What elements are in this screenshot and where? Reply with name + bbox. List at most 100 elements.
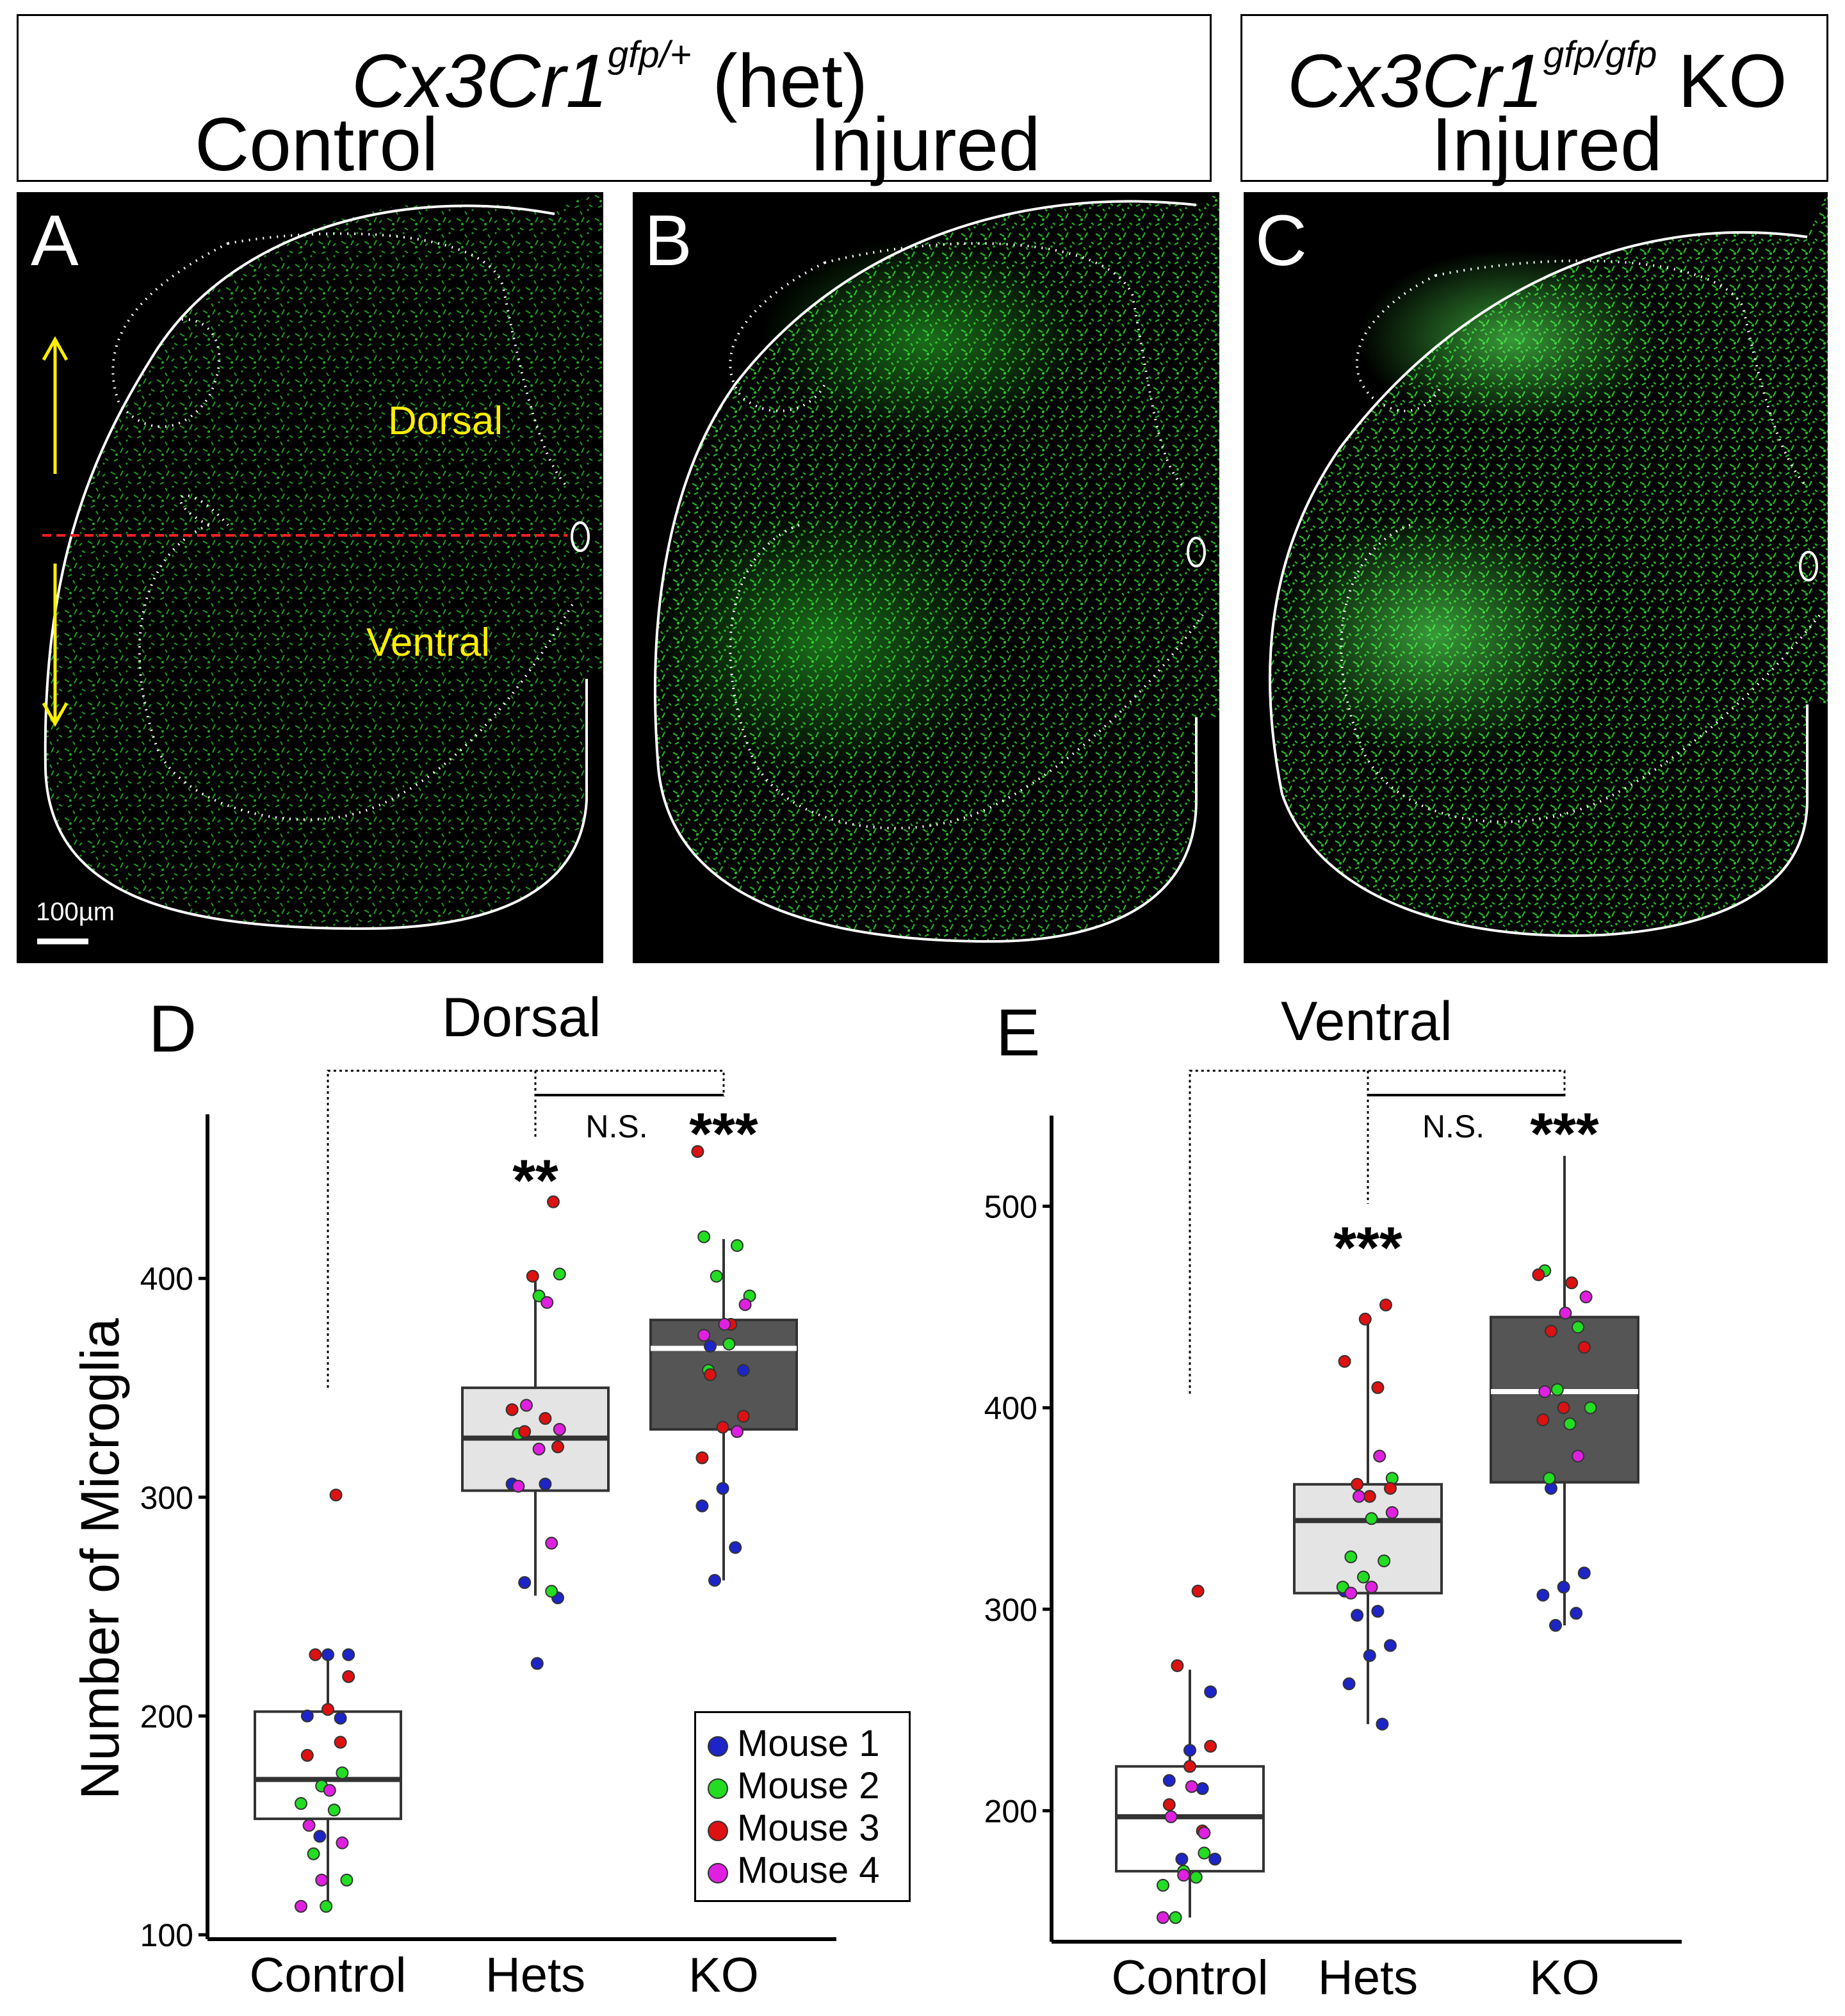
mouse1-dot <box>708 1736 728 1757</box>
data-point-mouse1 <box>1570 1607 1583 1620</box>
data-point-mouse3 <box>1379 1298 1392 1312</box>
hets-significance: *** <box>1333 1215 1402 1281</box>
data-point-mouse1 <box>530 1657 544 1670</box>
legend-label: Mouse 4 <box>737 1849 880 1891</box>
panel-b-label: B <box>644 200 692 280</box>
data-point-mouse3 <box>695 1451 709 1465</box>
chart-e-title: Ventral <box>1281 991 1452 1052</box>
legend-label: Mouse 2 <box>737 1765 880 1807</box>
data-point-mouse2 <box>1198 1846 1211 1860</box>
header-het: Cx3Cr1gfp/+ (het) Control Injured <box>17 14 1212 187</box>
data-point-mouse1 <box>313 1830 327 1843</box>
box <box>1490 1315 1639 1484</box>
data-point-mouse3 <box>334 1736 347 1749</box>
data-point-mouse3 <box>1536 1413 1550 1427</box>
gene-superscript: gfp/gfp <box>1543 34 1657 76</box>
spinal-cord-section-b <box>646 192 1219 943</box>
data-point-mouse3 <box>539 1411 552 1425</box>
data-point-mouse2 <box>1550 1383 1564 1396</box>
ko-significance: *** <box>689 1101 758 1167</box>
condition-control: Control <box>195 102 439 187</box>
data-point-mouse2 <box>553 1267 566 1281</box>
data-point-mouse2 <box>1157 1878 1169 1892</box>
data-point-mouse1 <box>1384 1639 1397 1652</box>
data-point-mouse3 <box>526 1269 539 1283</box>
data-point-mouse4 <box>1344 1586 1358 1600</box>
data-point-mouse1 <box>300 1709 314 1723</box>
data-point-mouse4 <box>1164 1810 1178 1823</box>
data-point-mouse3 <box>342 1670 355 1684</box>
panel-a: A Dorsal Ventral 100µm <box>17 192 603 963</box>
data-point-mouse4 <box>532 1442 546 1456</box>
data-point-mouse4 <box>1185 1780 1198 1793</box>
data-point-mouse3 <box>1532 1268 1545 1281</box>
dorsal-arrow <box>42 336 69 474</box>
data-point-mouse4 <box>520 1399 533 1412</box>
data-point-mouse3 <box>716 1420 729 1434</box>
data-point-mouse1 <box>729 1541 742 1554</box>
data-point-mouse4 <box>1579 1290 1593 1304</box>
data-point-mouse4 <box>1385 1506 1399 1519</box>
y-tick-label: 400 <box>984 1390 1037 1426</box>
data-point-mouse2 <box>710 1269 723 1283</box>
legend: Mouse 1 Mouse 2 Mouse 3 Mouse 4 <box>694 1711 911 1902</box>
data-point-mouse4 <box>1198 1826 1211 1840</box>
data-point-mouse1 <box>342 1648 355 1661</box>
ventral-horn-outline <box>138 494 575 821</box>
chart-d-letter: D <box>149 992 197 1066</box>
data-point-mouse3 <box>321 1703 334 1716</box>
central-canal <box>1187 537 1206 567</box>
data-point-mouse2 <box>731 1239 744 1252</box>
x-tick-label: KO <box>1529 1951 1600 2005</box>
y-tick-label: 100 <box>140 1917 193 1953</box>
data-point-mouse1 <box>1204 1685 1217 1698</box>
data-point-mouse2 <box>1357 1570 1370 1584</box>
header-het-title: Cx3Cr1gfp/+ (het) <box>352 34 868 120</box>
data-point-mouse1 <box>334 1711 347 1725</box>
data-point-mouse2 <box>1169 1911 1182 1924</box>
data-point-mouse1 <box>539 1477 552 1491</box>
data-point-mouse1 <box>1342 1677 1356 1691</box>
gene-name: Cx3Cr1 <box>352 39 608 124</box>
data-point-mouse3 <box>1557 1401 1570 1415</box>
data-point-mouse3 <box>1371 1381 1385 1394</box>
data-point-mouse2 <box>327 1803 341 1817</box>
genotype: (het) <box>712 39 868 124</box>
data-point-mouse2 <box>307 1847 320 1860</box>
data-point-mouse3 <box>300 1749 314 1762</box>
chart-ventral: 200 300 400 500 Control Hets KO N.S. *** *** <box>984 1069 1682 2005</box>
data-point-mouse1 <box>704 1340 717 1353</box>
hets-significance: ** <box>512 1148 558 1214</box>
y-tick-label: 500 <box>984 1189 1037 1225</box>
chart-e-letter: E <box>996 996 1041 1070</box>
gene-superscript: gfp/+ <box>607 34 692 76</box>
panel-c: C <box>1244 192 1828 963</box>
mouse4-dot <box>708 1862 728 1883</box>
data-point-mouse2 <box>1572 1321 1584 1334</box>
data-point-mouse4 <box>718 1317 731 1331</box>
data-point-mouse1 <box>736 1363 750 1377</box>
data-point-mouse2 <box>722 1337 736 1351</box>
panel-a-label: A <box>31 200 79 280</box>
header-ko: Cx3Cr1gfp/gfp KO Injured <box>1240 14 1828 183</box>
x-tick-label: Hets <box>1318 1951 1418 2005</box>
data-point-mouse3 <box>329 1488 343 1502</box>
data-point-mouse1 <box>716 1482 729 1495</box>
data-point-mouse3 <box>1204 1739 1217 1753</box>
gene-name: Cx3Cr1 <box>1287 39 1543 124</box>
data-point-mouse3 <box>1183 1760 1196 1773</box>
data-point-mouse1 <box>518 1576 532 1589</box>
data-point-mouse4 <box>295 1899 307 1913</box>
y-tick-label: 200 <box>984 1793 1037 1829</box>
data-point-mouse1 <box>1183 1744 1196 1757</box>
data-point-mouse3 <box>1338 1354 1351 1368</box>
data-point-mouse2 <box>1365 1512 1378 1525</box>
ventral-horn-outline <box>1340 524 1821 824</box>
data-point-mouse3 <box>736 1410 750 1423</box>
panel-b: B <box>633 192 1219 963</box>
x-tick-label: Hets <box>485 1948 585 2003</box>
data-point-mouse3 <box>551 1440 564 1454</box>
data-point-mouse1 <box>321 1648 334 1661</box>
ventral-label: Ventral <box>366 621 491 665</box>
